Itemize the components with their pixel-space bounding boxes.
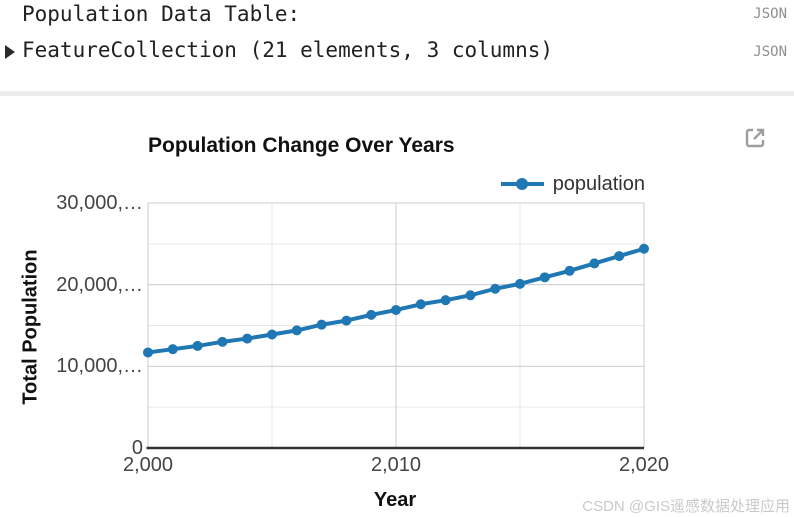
data-point[interactable] <box>167 344 178 355</box>
x-axis-title: Year <box>373 489 417 511</box>
data-point[interactable] <box>316 319 327 330</box>
data-point[interactable] <box>490 283 501 294</box>
data-point[interactable] <box>366 309 377 320</box>
x-axis-tick-label: 2,010 <box>370 454 422 476</box>
data-point[interactable] <box>515 278 525 289</box>
data-point[interactable] <box>217 336 228 347</box>
data-point[interactable] <box>242 333 253 344</box>
data-point[interactable] <box>440 295 451 306</box>
json-toggle-featurecollection[interactable]: JSON <box>753 44 787 60</box>
y-axis-tick-label: 20,000,… <box>56 273 143 296</box>
data-point[interactable] <box>564 265 575 276</box>
data-point[interactable] <box>465 290 476 301</box>
section-divider <box>0 91 794 96</box>
data-point[interactable] <box>415 299 426 310</box>
chart-panel: Population Change Over Years population … <box>0 96 794 517</box>
y-axis-tick-label: 0 <box>131 437 143 459</box>
data-point[interactable] <box>341 315 352 326</box>
data-point[interactable] <box>143 347 153 358</box>
data-point[interactable] <box>267 329 277 340</box>
chart-legend: population <box>500 171 645 197</box>
data-point[interactable] <box>589 258 600 269</box>
line-chart-plot-area[interactable] <box>0 96 794 517</box>
data-point[interactable] <box>291 325 302 336</box>
data-point[interactable] <box>614 251 625 262</box>
data-point[interactable] <box>391 304 401 315</box>
json-toggle-print[interactable]: JSON <box>753 6 787 22</box>
data-point[interactable] <box>539 272 550 283</box>
csdn-watermark: CSDN @GIS遥感数据处理应用 <box>582 498 790 515</box>
x-axis-tick-label: 2,020 <box>618 454 670 476</box>
y-axis-tick-label: 10,000,… <box>56 355 143 378</box>
legend-series-label: population <box>552 172 645 195</box>
data-point[interactable] <box>639 243 649 254</box>
open-chart-in-new-window-icon[interactable] <box>743 126 767 150</box>
x-axis-tick-label: 2,000 <box>122 454 174 476</box>
console-output: Population Data Table: JSON FeatureColle… <box>0 0 794 91</box>
console-print-label: Population Data Table: <box>22 2 301 26</box>
chart-title: Population Change Over Years <box>148 134 455 157</box>
expand-caret-icon[interactable] <box>5 45 15 59</box>
data-point[interactable] <box>192 340 203 351</box>
legend-line-marker-icon <box>500 178 544 190</box>
feature-collection-summary[interactable]: FeatureCollection (21 elements, 3 column… <box>22 38 554 62</box>
y-axis-tick-label: 30,000,… <box>56 192 143 214</box>
